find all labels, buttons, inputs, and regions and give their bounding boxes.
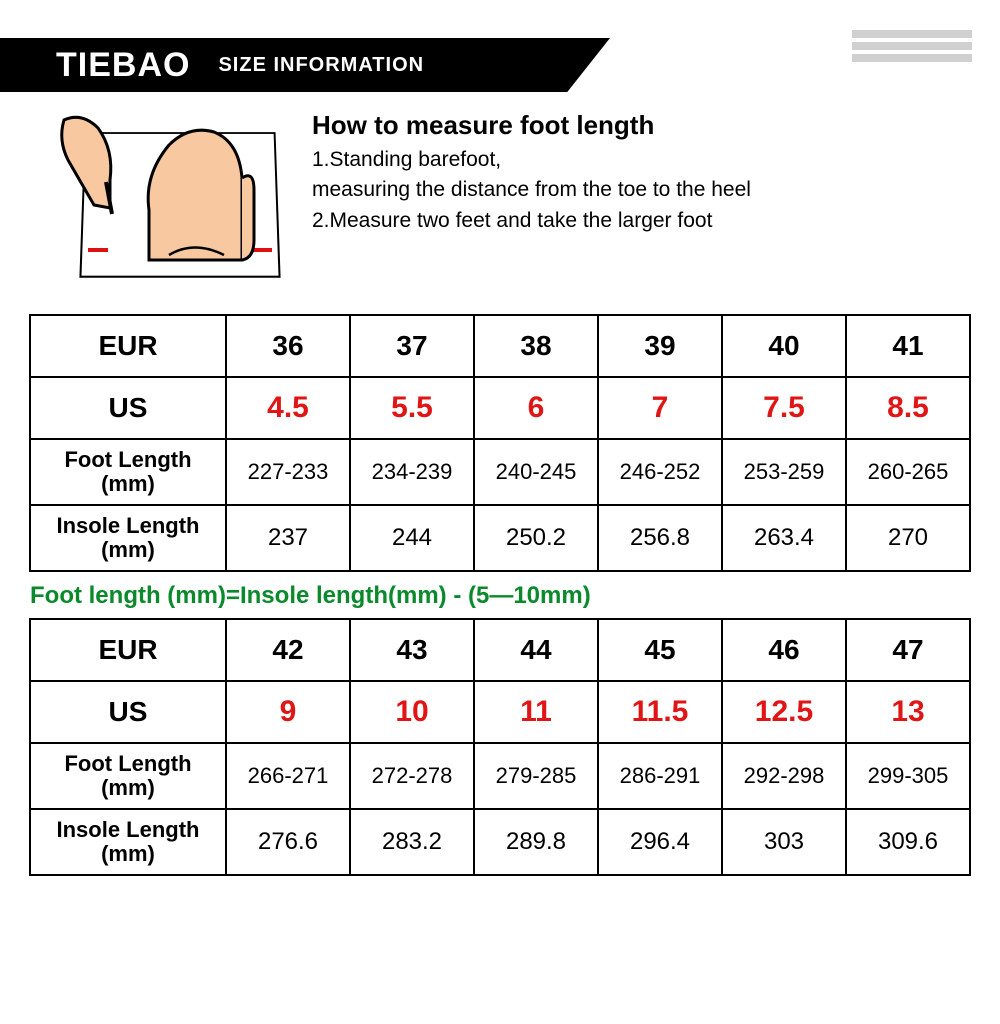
t1-insole-2: 250.2	[474, 505, 598, 571]
t2-us-3: 11.5	[598, 681, 722, 743]
banner-subtitle: SIZE INFORMATION	[218, 54, 424, 77]
t1-insole-0: 237	[226, 505, 350, 571]
t1-eur-2: 38	[474, 315, 598, 377]
t1-foot-3: 246-252	[598, 439, 722, 505]
label-eur-2: EUR	[30, 619, 226, 681]
instructions-block: How to measure foot length 1.Standing ba…	[312, 108, 990, 236]
t2-us-0: 9	[226, 681, 350, 743]
t1-insole-4: 263.4	[722, 505, 846, 571]
t1-eur-3: 39	[598, 315, 722, 377]
label-us: US	[30, 377, 226, 439]
t2-insole-3: 296.4	[598, 809, 722, 875]
t1-eur-1: 37	[350, 315, 474, 377]
t2-foot-0: 266-271	[226, 743, 350, 809]
t1-foot-0: 227-233	[226, 439, 350, 505]
howto-line1: 1.Standing barefoot,	[312, 145, 990, 175]
t2-foot-5: 299-305	[846, 743, 970, 809]
t2-insole-5: 309.6	[846, 809, 970, 875]
t2-us-4: 12.5	[722, 681, 846, 743]
t1-foot-1: 234-239	[350, 439, 474, 505]
header-banner: TIEBAO SIZE INFORMATION	[0, 24, 1000, 104]
t2-insole-0: 276.6	[226, 809, 350, 875]
t2-us-1: 10	[350, 681, 474, 743]
label-foot-length: Foot Length(mm)	[30, 439, 226, 505]
label-eur: EUR	[30, 315, 226, 377]
t1-insole-5: 270	[846, 505, 970, 571]
t1-foot-5: 260-265	[846, 439, 970, 505]
t2-us-2: 11	[474, 681, 598, 743]
howto-title: How to measure foot length	[312, 110, 990, 141]
t2-eur-0: 42	[226, 619, 350, 681]
t1-foot-2: 240-245	[474, 439, 598, 505]
t2-insole-2: 289.8	[474, 809, 598, 875]
foot-measure-diagram	[46, 108, 298, 298]
howto-line2: measuring the distance from the toe to t…	[312, 175, 990, 205]
t1-insole-1: 244	[350, 505, 474, 571]
decorative-stripes	[852, 30, 972, 62]
t1-foot-4: 253-259	[722, 439, 846, 505]
size-table-2: EUR 42 43 44 45 46 47 US 9 10 11 11.5 12…	[29, 618, 971, 876]
t2-foot-2: 279-285	[474, 743, 598, 809]
t1-us-3: 7	[598, 377, 722, 439]
t2-foot-4: 292-298	[722, 743, 846, 809]
t1-eur-4: 40	[722, 315, 846, 377]
size-table-1: EUR 36 37 38 39 40 41 US 4.5 5.5 6 7 7.5…	[29, 314, 971, 572]
brand-name: TIEBAO	[56, 46, 190, 85]
t1-us-2: 6	[474, 377, 598, 439]
t1-eur-0: 36	[226, 315, 350, 377]
t2-eur-3: 45	[598, 619, 722, 681]
t2-foot-3: 286-291	[598, 743, 722, 809]
t1-us-0: 4.5	[226, 377, 350, 439]
t2-eur-4: 46	[722, 619, 846, 681]
t1-us-4: 7.5	[722, 377, 846, 439]
howto-line3: 2.Measure two feet and take the larger f…	[312, 206, 990, 236]
t2-eur-5: 47	[846, 619, 970, 681]
t2-insole-1: 283.2	[350, 809, 474, 875]
label-foot-length-2: Foot Length(mm)	[30, 743, 226, 809]
t2-eur-1: 43	[350, 619, 474, 681]
t1-us-5: 8.5	[846, 377, 970, 439]
formula-text: Foot length (mm)=Insole length(mm) - (5—…	[0, 578, 1000, 618]
t2-insole-4: 303	[722, 809, 846, 875]
label-insole-length: Insole Length(mm)	[30, 505, 226, 571]
t2-eur-2: 44	[474, 619, 598, 681]
t1-us-1: 5.5	[350, 377, 474, 439]
t1-eur-5: 41	[846, 315, 970, 377]
t2-foot-1: 272-278	[350, 743, 474, 809]
label-us-2: US	[30, 681, 226, 743]
t1-insole-3: 256.8	[598, 505, 722, 571]
t2-us-5: 13	[846, 681, 970, 743]
label-insole-length-2: Insole Length(mm)	[30, 809, 226, 875]
